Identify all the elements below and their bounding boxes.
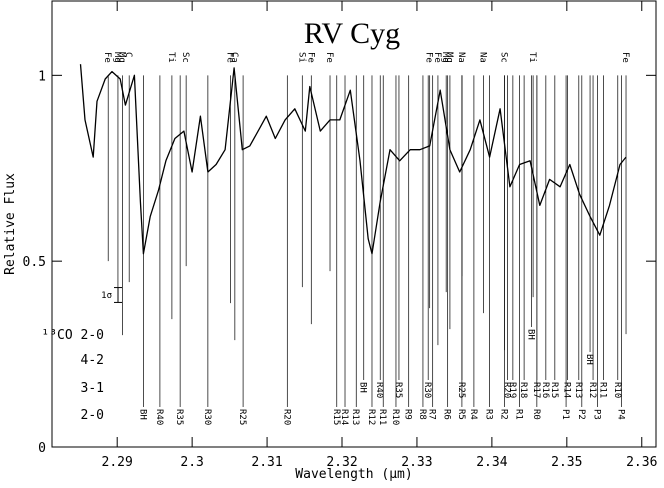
x-tick-label: 2.31 xyxy=(251,455,282,470)
atomic-label: Sc xyxy=(499,52,509,63)
plot-frame xyxy=(51,0,657,448)
atomic-label: Mg xyxy=(116,52,126,63)
co-line-label: BH xyxy=(526,329,536,340)
y-tick-label: 1 xyxy=(38,69,46,84)
spectrum xyxy=(79,64,627,255)
co-line-label: R35 xyxy=(174,409,184,425)
co-line-label: R19 xyxy=(507,382,517,398)
co-line-label: R3 xyxy=(484,409,494,420)
co-line-label: R10 xyxy=(390,409,400,425)
co-line-label: BH xyxy=(137,409,147,420)
co-line-label: R18 xyxy=(518,382,528,398)
co-line-label: R8 xyxy=(417,409,427,420)
co-line-label: R14 xyxy=(562,382,572,398)
atomic-label: Si xyxy=(296,52,306,63)
band-label: 4-2 xyxy=(81,353,104,368)
co-line-label: R12 xyxy=(366,409,376,425)
co-line-label: R13 xyxy=(573,382,583,398)
atomic-label: Na xyxy=(478,52,488,63)
co-line-label: R17 xyxy=(531,382,541,398)
co-line-label: R15 xyxy=(331,409,341,425)
co-line-label: R15 xyxy=(549,382,559,398)
x-tick-label: 2.29 xyxy=(102,455,133,470)
co-line-label: BH xyxy=(584,354,594,365)
co-line-label: R30 xyxy=(202,409,212,425)
co-line-label: P4 xyxy=(616,409,626,420)
co-line-label: R13 xyxy=(350,409,360,425)
atomic-label: Mg xyxy=(440,52,450,63)
atomic-label: Ti xyxy=(166,52,176,63)
atomic-label: Fe xyxy=(324,52,334,63)
atomic-label: Ti xyxy=(527,52,537,63)
sigma-label: 1σ xyxy=(101,291,112,301)
co-line-label: R5 xyxy=(456,409,466,420)
atomic-label: Fe xyxy=(432,52,442,63)
co-line-label: R9 xyxy=(403,409,413,420)
co-line-label: R7 xyxy=(427,409,437,420)
y-tick-label: 0 xyxy=(38,441,46,456)
band-label: 3-1 xyxy=(81,381,104,396)
atomic-label: Sc xyxy=(180,52,190,63)
co-line-label: R20 xyxy=(281,409,291,425)
atomic-label: Na xyxy=(456,52,466,63)
co-line-label: R11 xyxy=(377,409,387,425)
atomic-label: Fe xyxy=(620,52,630,63)
co-line-label: R30 xyxy=(422,382,432,398)
band-label: ¹³CO 2-0 xyxy=(41,328,104,343)
co-line-label: R4 xyxy=(468,409,478,420)
co-line-label: R40 xyxy=(374,382,384,398)
co-line-label: R16 xyxy=(540,382,550,398)
x-axis-label: Wavelength (μm) xyxy=(295,467,412,482)
co-line-label: R6 xyxy=(442,409,452,420)
co-line-label: R25 xyxy=(237,409,247,425)
y-axis-label: Relative Flux xyxy=(3,173,18,275)
x-tick-label: 2.36 xyxy=(626,455,657,470)
atomic-label: Fe xyxy=(424,52,434,63)
chart-title: RV Cyg xyxy=(304,17,400,50)
atomic-label: Fe xyxy=(224,52,234,63)
band-label: 2-0 xyxy=(81,408,104,423)
co-line-label: R25 xyxy=(456,382,466,398)
co-line-label: R2 xyxy=(499,409,509,420)
atomic-label: Ca xyxy=(229,52,239,63)
co-line-label: P2 xyxy=(576,409,586,420)
x-tick-label: 2.3 xyxy=(180,455,203,470)
x-tick-label: 2.35 xyxy=(551,455,582,470)
x-tick-label: 2.33 xyxy=(401,455,432,470)
co-line-label: P3 xyxy=(592,409,602,420)
co-line-label: R10 xyxy=(612,382,622,398)
atomic-label: Fe xyxy=(102,52,112,63)
co-line-label: R12 xyxy=(587,382,597,398)
co-line-label: R40 xyxy=(154,409,164,425)
co-line-label: R1 xyxy=(514,409,524,420)
co-line-label: R20 xyxy=(502,382,512,398)
co-line-label: P1 xyxy=(560,409,570,420)
co-line-label: R0 xyxy=(531,409,541,420)
atomic-label: Mg xyxy=(444,52,454,63)
atomic-label: Fe xyxy=(305,52,315,63)
y-tick-label: 0.5 xyxy=(23,255,46,270)
co-line-label: R35 xyxy=(393,382,403,398)
co-line-label: BH xyxy=(358,382,368,393)
co-line-label: R14 xyxy=(339,409,349,425)
co-line-label: R11 xyxy=(598,382,608,398)
x-tick-label: 2.34 xyxy=(476,455,507,470)
x-tick-label: 2.32 xyxy=(326,455,357,470)
atomic-label: Mg xyxy=(112,52,122,63)
atomic-label: C xyxy=(123,52,133,57)
